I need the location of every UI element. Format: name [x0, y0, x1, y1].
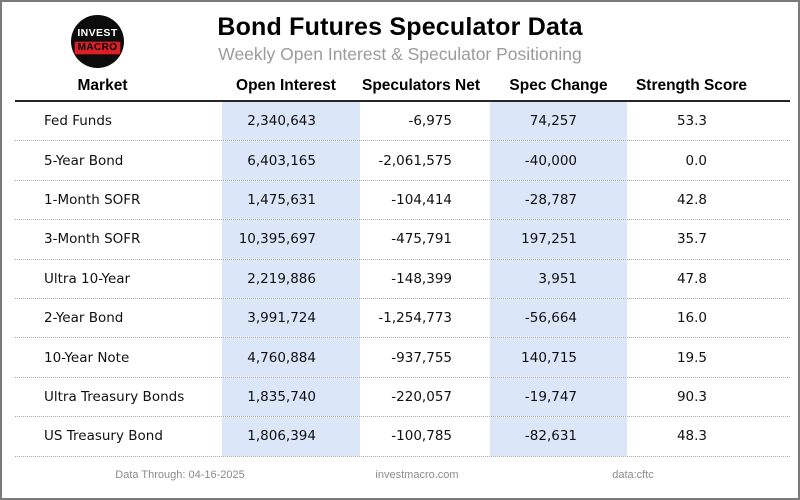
logo-macro-text: MACRO: [73, 41, 122, 55]
cell-strength-score: 47.8: [676, 270, 707, 287]
cell-spec-change: 140,715: [490, 338, 627, 377]
cell-speculators-net: -100,785: [391, 428, 452, 445]
cell-market: 10-Year Note: [44, 349, 130, 366]
cell-spec-change: -40,000: [490, 141, 627, 180]
table-row: 5-Year Bond 6,403,165 -2,061,575 -40,000…: [15, 141, 790, 181]
cell-strength-score: 16.0: [676, 310, 707, 327]
cell-open-interest: 6,403,165: [222, 141, 360, 180]
cell-market: Fed Funds: [44, 113, 112, 130]
cell-open-interest: 2,340,643: [222, 102, 360, 141]
table-body: Fed Funds 2,340,643 -6,975 74,257 53.3 5…: [15, 102, 790, 457]
cell-market: 2-Year Bond: [44, 310, 124, 327]
cell-open-interest: 2,219,886: [222, 259, 360, 298]
cell-strength-score: 53.3: [676, 113, 707, 130]
cell-open-interest: 1,475,631: [222, 180, 360, 220]
cell-speculators-net: -1,254,773: [378, 310, 452, 327]
cell-spec-change: 3,951: [490, 259, 627, 298]
cell-spec-change: -28,787: [490, 180, 627, 220]
cell-open-interest: 10,395,697: [222, 220, 360, 259]
table-row: 10-Year Note 4,760,884 -937,755 140,715 …: [15, 338, 790, 378]
header: Bond Futures Speculator Data Weekly Open…: [2, 2, 798, 65]
cell-open-interest: 1,835,740: [222, 377, 360, 417]
cell-spec-change: -82,631: [490, 417, 627, 456]
column-header-spec-change: Spec Change: [509, 77, 608, 94]
cell-spec-change: 74,257: [490, 102, 627, 141]
footer-data-through: Data Through: 04-16-2025: [115, 469, 245, 481]
cell-open-interest: 3,991,724: [222, 298, 360, 338]
table-row: 3-Month SOFR 10,395,697 -475,791 197,251…: [15, 220, 790, 260]
cell-speculators-net: -2,061,575: [378, 152, 452, 169]
cell-spec-change: -56,664: [490, 298, 627, 338]
table-row: Ultra Treasury Bonds 1,835,740 -220,057 …: [15, 377, 790, 418]
cell-strength-score: 90.3: [676, 388, 707, 405]
investmacro-logo: INVEST MACRO: [71, 15, 124, 68]
cell-speculators-net: -6,975: [408, 113, 452, 130]
table-row: 2-Year Bond 3,991,724 -1,254,773 -56,664…: [15, 298, 790, 339]
cell-strength-score: 19.5: [676, 349, 707, 366]
table-row: Ultra 10-Year 2,219,886 -148,399 3,951 4…: [15, 259, 790, 299]
column-header-strength-score: Strength Score: [635, 77, 748, 94]
cell-market: Ultra Treasury Bonds: [44, 388, 185, 405]
column-header-speculators-net: Speculators Net: [361, 77, 480, 94]
logo-invest-text: INVEST: [77, 27, 118, 39]
column-header-market: Market: [77, 77, 128, 94]
cell-speculators-net: -148,399: [391, 270, 452, 287]
cell-market: 5-Year Bond: [44, 152, 124, 169]
table-header-row: Market Open Interest Speculators Net Spe…: [15, 72, 790, 102]
cell-strength-score: 0.0: [685, 152, 707, 169]
footer-site: investmacro.com: [375, 469, 459, 481]
column-header-open-interest: Open Interest: [236, 77, 336, 94]
cell-spec-change: 197,251: [490, 220, 627, 259]
cell-speculators-net: -475,791: [391, 231, 452, 248]
footer-source: data:cftc: [612, 469, 654, 481]
cell-market: US Treasury Bond: [44, 428, 163, 445]
cell-open-interest: 4,760,884: [222, 338, 360, 377]
cell-market: 1-Month SOFR: [44, 191, 141, 208]
speculator-table: Market Open Interest Speculators Net Spe…: [15, 72, 790, 457]
cell-speculators-net: -937,755: [391, 349, 452, 366]
page-subtitle: Weekly Open Interest & Speculator Positi…: [218, 44, 582, 64]
table-row: Fed Funds 2,340,643 -6,975 74,257 53.3: [15, 102, 790, 142]
table-row: 1-Month SOFR 1,475,631 -104,414 -28,787 …: [15, 180, 790, 221]
cell-open-interest: 1,806,394: [222, 417, 360, 456]
cell-spec-change: -19,747: [490, 377, 627, 417]
cell-speculators-net: -104,414: [391, 191, 452, 208]
cell-strength-score: 48.3: [676, 428, 707, 445]
page-title: Bond Futures Speculator Data: [217, 13, 583, 41]
cell-speculators-net: -220,057: [391, 388, 452, 405]
table-row: US Treasury Bond 1,806,394 -100,785 -82,…: [15, 417, 790, 457]
cell-market: Ultra 10-Year: [44, 270, 131, 287]
cell-strength-score: 42.8: [676, 191, 707, 208]
cell-market: 3-Month SOFR: [44, 231, 141, 248]
cell-strength-score: 35.7: [676, 231, 707, 248]
